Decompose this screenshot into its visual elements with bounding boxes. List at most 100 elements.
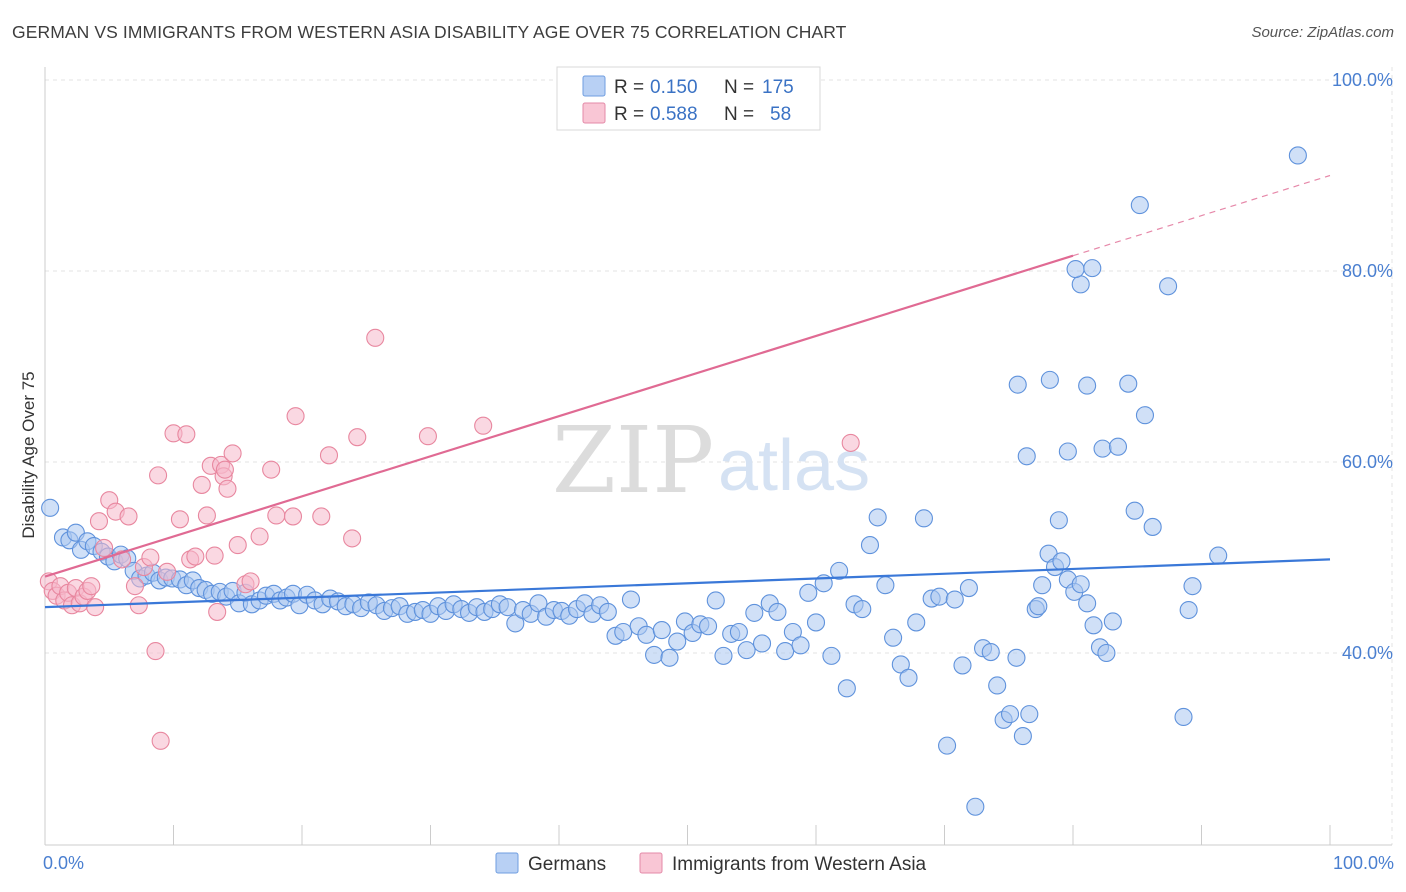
german-point-99 (768, 602, 787, 621)
immigrant-point-25 (151, 731, 170, 750)
german-point-68 (529, 594, 548, 613)
bottom-legend-label-germans: Germans (528, 854, 606, 875)
german-point-168 (1083, 259, 1102, 278)
legend-r-value-germans: 0.150 (650, 77, 698, 98)
german-point-154 (1078, 376, 1097, 395)
immigrant-point-44 (241, 572, 260, 591)
german-point-147 (1008, 375, 1027, 394)
immigrant-point-52 (343, 529, 362, 548)
german-point-149 (1029, 597, 1048, 616)
german-point-104 (806, 613, 826, 632)
trend-line-immigrants (44, 254, 1074, 578)
immigrant-point-45 (250, 527, 269, 546)
german-point-127 (981, 642, 1000, 662)
german-point-141 (1071, 575, 1090, 594)
german-point-135 (1033, 576, 1052, 595)
watermark-zip: ZIP (552, 407, 714, 514)
german-point-131 (1007, 648, 1026, 667)
german-point-91 (706, 591, 725, 610)
legend-n-value-immigrants: 58 (770, 104, 791, 125)
german-point-123 (953, 656, 972, 675)
x-tick-label-max: 100.0% (1333, 853, 1394, 873)
immigrant-point-33 (197, 506, 216, 525)
immigrant-point-49 (286, 407, 305, 426)
immigrant-point-50 (312, 507, 331, 526)
german-point-166 (1125, 501, 1144, 520)
german-point-124 (959, 579, 978, 598)
legend-r-value-immigrants: 0.588 (650, 104, 698, 125)
german-point-80 (621, 590, 641, 609)
chart-title: GERMAN VS IMMIGRANTS FROM WESTERN ASIA D… (12, 22, 847, 42)
german-point-163 (1179, 600, 1198, 620)
german-point-116 (899, 668, 918, 687)
german-point-151 (1049, 511, 1068, 530)
x-tick-label-min: 0.0% (43, 853, 84, 873)
german-point-83 (645, 645, 664, 664)
german-point-165 (1209, 546, 1228, 565)
immigrant-point-19 (125, 577, 144, 596)
german-point-0 (41, 498, 60, 517)
german-point-145 (1097, 643, 1116, 663)
immigrant-point-54 (366, 328, 385, 347)
immigrant-point-31 (186, 547, 205, 566)
german-point-86 (668, 632, 687, 651)
legend-swatch-germans (582, 75, 606, 97)
german-point-65 (506, 614, 525, 633)
german-point-100 (776, 642, 795, 661)
immigrant-point-35 (205, 546, 224, 565)
german-point-95 (737, 641, 756, 660)
german-point-159 (1135, 406, 1155, 425)
immigrant-point-22 (141, 548, 160, 567)
german-point-92 (714, 646, 733, 665)
german-point-169 (1288, 146, 1307, 165)
immigrant-point-36 (208, 602, 227, 621)
german-point-122 (945, 590, 964, 609)
german-point-118 (914, 509, 933, 528)
german-point-96 (745, 603, 764, 622)
german-point-85 (660, 648, 679, 667)
german-point-120 (930, 587, 949, 606)
data-points (39, 146, 1307, 816)
immigrant-point-29 (177, 425, 196, 444)
german-point-157 (1119, 374, 1138, 393)
immigrant-point-57 (841, 433, 860, 452)
source-label: Source: ZipAtlas.com (1251, 24, 1394, 41)
legend-r-label-immigrants: R = (614, 104, 644, 125)
german-point-106 (822, 646, 841, 665)
immigrant-point-18 (119, 507, 138, 526)
watermark: ZIP atlas (552, 407, 870, 514)
immigrant-point-55 (418, 427, 437, 446)
german-point-94 (729, 622, 748, 642)
german-point-130 (1000, 705, 1020, 724)
immigrant-point-23 (146, 642, 165, 661)
legend-n-value-germans: 175 (762, 77, 794, 98)
immigrant-point-46 (262, 460, 281, 479)
immigrant-point-20 (129, 596, 148, 615)
immigrant-point-48 (283, 507, 303, 526)
german-point-113 (876, 576, 895, 595)
german-point-103 (799, 583, 818, 602)
series-points-immigrants (39, 328, 860, 750)
y-tick-label-40: 40.0% (1342, 643, 1393, 663)
series-legend: Germans Immigrants from Western Asia (495, 852, 927, 875)
immigrant-point-13 (89, 512, 109, 531)
german-point-156 (1108, 437, 1128, 456)
bottom-legend-label-immigrants: Immigrants from Western Asia (672, 854, 927, 875)
german-point-160 (1143, 517, 1162, 536)
german-point-64 (498, 598, 517, 617)
immigrant-point-53 (348, 428, 367, 447)
german-point-164 (1183, 577, 1202, 596)
y-tick-label-60: 60.0% (1342, 452, 1393, 472)
german-point-133 (1020, 705, 1039, 724)
german-point-110 (853, 600, 872, 619)
german-point-115 (891, 655, 910, 674)
immigrant-point-12 (86, 598, 105, 617)
immigrant-point-14 (95, 538, 114, 558)
y-tick-label-100: 100.0% (1332, 70, 1393, 90)
german-point-108 (837, 679, 856, 698)
german-point-112 (868, 508, 887, 527)
legend-r-label-germans: R = (614, 77, 644, 98)
german-point-167 (1066, 260, 1085, 279)
german-point-162 (1174, 707, 1193, 727)
immigrant-point-17 (113, 550, 132, 569)
